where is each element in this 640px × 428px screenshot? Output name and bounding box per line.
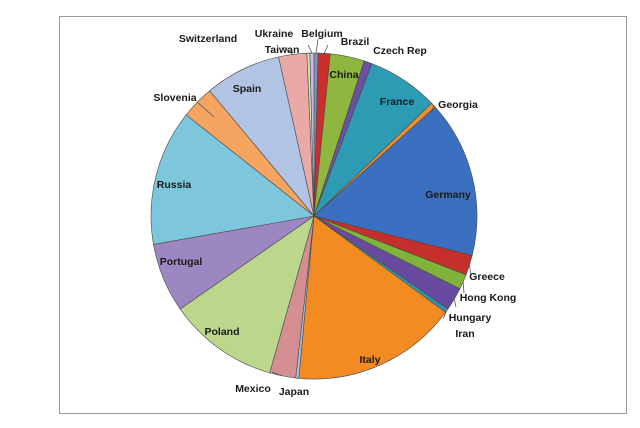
leader-line-belgium: [315, 38, 319, 54]
slice-label-japan: Japan: [279, 386, 309, 398]
slice-russia: [150, 114, 315, 245]
slice-label-spain: Spain: [233, 83, 262, 95]
leader-line-iran: [442, 310, 448, 320]
slice-label-russia: Russia: [157, 179, 192, 191]
slice-label-italy: Italy: [359, 354, 380, 366]
slice-poland: [179, 215, 315, 374]
slice-label-taiwan: Taiwan: [265, 44, 300, 56]
slice-label-mexico: Mexico: [235, 383, 271, 395]
leader-line-ukraine: [307, 44, 313, 54]
leader-line-greece: [469, 265, 472, 276]
slice-label-belgium: Belgium: [301, 28, 342, 40]
leader-line-slovenia: [197, 101, 215, 118]
slice-label-germany: Germany: [425, 189, 471, 201]
slice-label-slovenia: Slovenia: [153, 92, 196, 104]
leader-line-hungary: [453, 299, 457, 308]
slice-label-hong-kong: Hong Kong: [460, 292, 517, 304]
chart-frame: Belgium Brazil China Czech Rep France Georgia…: [59, 16, 627, 414]
slice-italy: [298, 215, 446, 380]
slice-label-greece: Greece: [469, 271, 505, 283]
leader-line-mexico: [271, 371, 283, 377]
slice-label-france: France: [380, 96, 415, 108]
leader-line-georgia: [431, 105, 434, 113]
slice-label-portugal: Portugal: [160, 256, 203, 268]
slice-label-czech-rep: Czech Rep: [373, 45, 427, 57]
leader-lines: [197, 38, 472, 380]
pie-slices: [150, 52, 478, 380]
slice-label-iran: Iran: [455, 328, 474, 340]
leader-line-switzerland: [283, 46, 293, 55]
slice-label-china: China: [329, 69, 358, 81]
slice-label-brazil: Brazil: [341, 36, 370, 48]
slice-label-hungary: Hungary: [449, 312, 492, 324]
slice-label-georgia: Georgia: [438, 99, 478, 111]
slice-germany: [313, 106, 478, 256]
leader-line-brazil: [323, 44, 329, 54]
slice-label-ukraine: Ukraine: [255, 28, 294, 40]
slice-label-switzerland: Switzerland: [179, 33, 237, 45]
leader-line-hong-kong: [462, 281, 465, 294]
slice-label-poland: Poland: [204, 326, 239, 338]
